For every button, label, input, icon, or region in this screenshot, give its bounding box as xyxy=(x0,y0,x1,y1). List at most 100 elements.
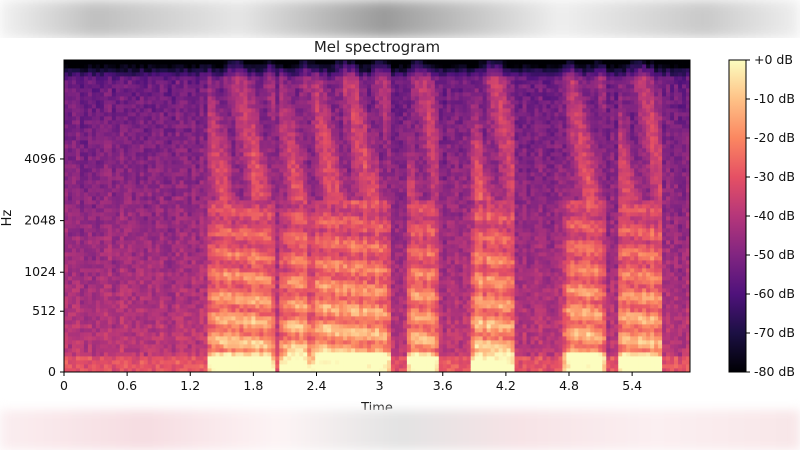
heatmap-cell xyxy=(211,116,216,121)
heatmap-cell xyxy=(267,176,272,181)
heatmap-cell xyxy=(247,316,252,321)
heatmap-cell xyxy=(271,328,276,333)
heatmap-cell xyxy=(311,216,316,221)
heatmap-cell xyxy=(119,356,125,361)
heatmap-cell xyxy=(87,68,93,73)
heatmap-cell xyxy=(223,112,228,117)
heatmap-cell xyxy=(283,352,288,357)
heatmap-cell xyxy=(171,280,177,285)
heatmap-cell xyxy=(275,212,280,217)
heatmap-cell xyxy=(307,324,312,329)
heatmap-cell xyxy=(179,348,185,353)
heatmap-cell xyxy=(303,132,308,137)
heatmap-cell xyxy=(223,308,228,313)
heatmap-cell xyxy=(227,204,232,209)
heatmap-cell xyxy=(83,104,89,109)
heatmap-cell xyxy=(183,108,189,113)
heatmap-cell xyxy=(179,176,185,181)
heatmap-cell xyxy=(67,308,73,313)
heatmap-cell xyxy=(187,360,192,365)
heatmap-cell xyxy=(159,156,165,161)
heatmap-cell xyxy=(215,292,220,297)
heatmap-cell xyxy=(159,252,165,257)
heatmap-cell xyxy=(111,256,117,261)
heatmap-cell xyxy=(199,88,204,93)
heatmap-cell xyxy=(91,268,97,273)
heatmap-cell xyxy=(255,256,260,261)
heatmap-cell xyxy=(307,332,312,337)
heatmap-cell xyxy=(103,332,109,337)
heatmap-cell xyxy=(211,256,216,261)
heatmap-cell xyxy=(315,328,320,333)
heatmap-cell xyxy=(95,312,101,317)
heatmap-cell xyxy=(287,192,292,197)
heatmap-cell xyxy=(251,368,256,372)
heatmap-cell xyxy=(87,344,93,349)
heatmap-cell xyxy=(171,208,177,213)
heatmap-cell xyxy=(215,236,220,241)
heatmap-cell xyxy=(255,108,260,113)
heatmap-cell xyxy=(299,216,304,221)
heatmap-cell xyxy=(315,332,320,337)
heatmap-cell xyxy=(283,108,288,113)
heatmap-cell xyxy=(127,124,133,129)
heatmap-cell xyxy=(151,180,157,185)
heatmap-cell xyxy=(183,220,189,225)
heatmap-cell xyxy=(179,324,185,329)
heatmap-cell xyxy=(155,356,161,361)
heatmap-cell xyxy=(171,352,177,357)
heatmap-cell xyxy=(219,304,224,309)
heatmap-cell xyxy=(99,248,105,253)
heatmap-cell xyxy=(255,144,260,149)
heatmap-cell xyxy=(79,220,85,225)
heatmap-cell xyxy=(207,304,212,309)
heatmap-cell xyxy=(115,196,121,201)
heatmap-cell xyxy=(83,180,89,185)
heatmap-cell xyxy=(211,240,216,245)
heatmap-cell xyxy=(131,132,137,137)
heatmap-cell xyxy=(299,364,304,369)
heatmap-cell xyxy=(191,228,196,233)
heatmap-cell xyxy=(307,352,312,357)
heatmap-cell xyxy=(263,156,268,161)
heatmap-cell xyxy=(99,276,105,281)
heatmap-cell xyxy=(163,208,169,213)
heatmap-cell xyxy=(243,136,248,141)
heatmap-cell xyxy=(167,364,173,369)
heatmap-cell xyxy=(255,316,260,321)
heatmap-cell xyxy=(123,204,129,209)
heatmap-cell xyxy=(311,80,316,85)
heatmap-cell xyxy=(143,344,149,349)
heatmap-cell xyxy=(315,204,320,209)
heatmap-cell xyxy=(231,196,236,201)
heatmap-cell xyxy=(199,252,204,257)
heatmap-cell xyxy=(107,124,113,129)
heatmap-cell xyxy=(283,76,288,81)
heatmap-cell xyxy=(243,248,248,253)
heatmap-cell xyxy=(127,68,133,73)
heatmap-cell xyxy=(255,60,260,65)
heatmap-cell xyxy=(123,312,129,317)
heatmap-cell xyxy=(135,88,141,93)
heatmap-cell xyxy=(115,296,121,301)
heatmap-cell xyxy=(251,132,256,137)
heatmap-cell xyxy=(143,324,149,329)
heatmap-cell xyxy=(183,252,189,257)
heatmap-cell xyxy=(103,204,109,209)
heatmap-cell xyxy=(251,236,256,241)
heatmap-cell xyxy=(307,80,312,85)
heatmap-cell xyxy=(64,164,69,169)
heatmap-cell xyxy=(227,172,232,177)
heatmap-cell xyxy=(303,328,308,333)
heatmap-cell xyxy=(103,304,109,309)
heatmap-cell xyxy=(147,184,153,189)
heatmap-cell xyxy=(119,336,125,341)
heatmap-cell xyxy=(255,92,260,97)
heatmap-cell xyxy=(287,96,292,101)
heatmap-cell xyxy=(79,272,85,277)
heatmap-cell xyxy=(147,144,153,149)
heatmap-cell xyxy=(259,340,264,345)
heatmap-cell xyxy=(311,288,316,293)
heatmap-cell xyxy=(287,212,292,217)
heatmap-cell xyxy=(135,80,141,85)
